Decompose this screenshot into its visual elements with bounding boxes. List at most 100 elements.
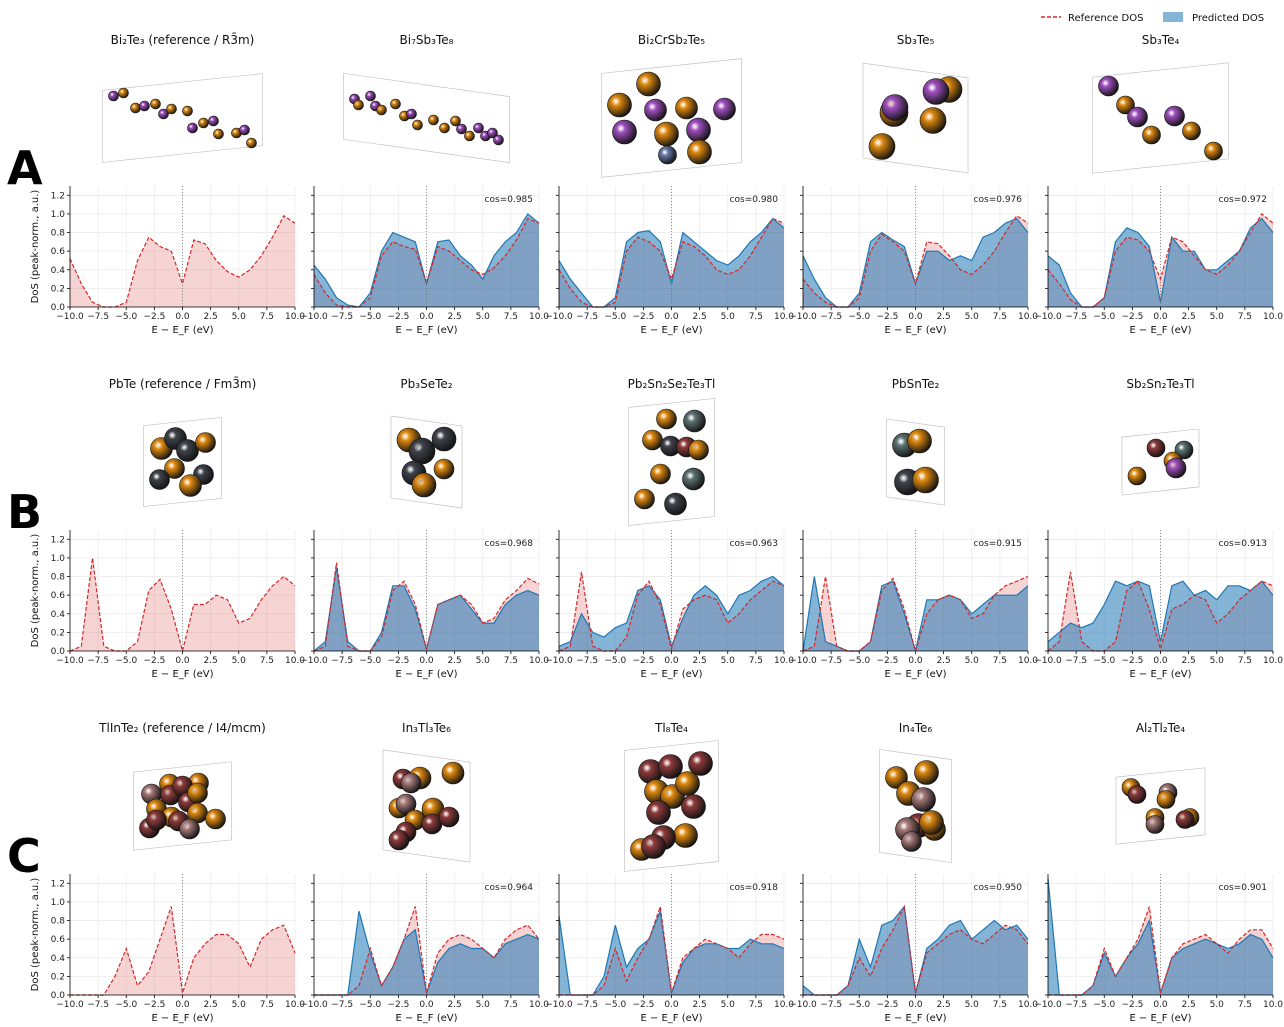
x-tick-label: −5.0 (1093, 312, 1115, 322)
crystal-structure (344, 73, 510, 162)
atom (377, 105, 387, 115)
atom (391, 99, 401, 109)
x-tick-label: −2.5 (1121, 1000, 1143, 1010)
crystal-structure (1122, 429, 1199, 495)
y-tick-label: 0.2 (51, 628, 65, 638)
atom (206, 809, 226, 829)
crystal-structure (103, 74, 263, 163)
atom (429, 115, 439, 125)
x-tick-label: −5.0 (604, 656, 626, 666)
atom (913, 467, 939, 493)
atom (645, 99, 667, 121)
x-tick-label: 7.5 (260, 312, 274, 322)
x-tick-label: 2.5 (936, 312, 950, 322)
x-tick-label: 0.0 (1153, 312, 1168, 322)
atom (1099, 76, 1119, 96)
x-tick-label: −7.5 (576, 312, 598, 322)
x-tick-label: 5.0 (721, 656, 736, 666)
atom (689, 440, 709, 460)
chart: Bi₂Te₃ (reference / R3̄m)0.00.20.40.60.8… (30, 33, 305, 336)
x-tick-label: 5.0 (721, 312, 736, 322)
atom (687, 118, 711, 142)
atom (150, 470, 170, 490)
atom (1166, 458, 1186, 478)
atom (923, 79, 949, 105)
atom (642, 835, 666, 859)
x-tick-label: −10.0 (789, 312, 817, 322)
y-tick-label: 1.0 (51, 554, 66, 564)
atom (676, 97, 698, 119)
panel-label: A (7, 141, 43, 195)
atom (389, 830, 409, 850)
x-tick-label: 2.5 (692, 656, 706, 666)
x-tick-label: −10.0 (545, 656, 573, 666)
atom (643, 430, 663, 450)
atom (655, 122, 679, 146)
atom (1128, 786, 1146, 804)
atom (635, 489, 655, 509)
atom (407, 109, 417, 119)
x-tick-label: 5.0 (476, 1000, 491, 1010)
x-tick-label: −10.0 (545, 1000, 573, 1010)
x-tick-label: 5.0 (965, 656, 980, 666)
cell-outline (1122, 429, 1199, 495)
x-axis-label: E − E_F (eV) (151, 669, 213, 680)
annotation: cos=0.963 (730, 539, 778, 549)
atom (167, 104, 177, 114)
x-tick-label: 7.5 (993, 1000, 1007, 1010)
y-tick-label: 1.2 (51, 191, 65, 201)
x-tick-label: −2.5 (876, 312, 898, 322)
x-tick-label: −10.0 (1034, 656, 1062, 666)
x-tick-label: 7.5 (1238, 656, 1252, 666)
annotation: cos=0.918 (730, 883, 779, 893)
x-axis-label: E − E_F (eV) (1129, 1013, 1191, 1024)
atom (494, 135, 504, 145)
crystal-structure (880, 749, 952, 862)
x-tick-label: −5.0 (848, 312, 870, 322)
x-tick-label: 0.0 (175, 312, 190, 322)
x-tick-label: −2.5 (632, 656, 654, 666)
x-tick-label: −7.5 (576, 1000, 598, 1010)
x-tick-label: −7.5 (820, 312, 842, 322)
atom (240, 125, 250, 135)
atom (188, 783, 208, 803)
x-tick-label: −2.5 (632, 312, 654, 322)
atom (1205, 142, 1223, 160)
annotation: cos=0.913 (1219, 539, 1267, 549)
atom (689, 752, 713, 776)
atom (1128, 107, 1148, 127)
atom (440, 123, 450, 133)
atom (177, 440, 199, 462)
chart-title: Pb₂Sn₂Se₂Te₃Tl (628, 377, 716, 391)
x-tick-label: 2.5 (203, 656, 217, 666)
x-tick-label: −5.0 (359, 656, 381, 666)
chart: Sb₃Te₅−10.0−7.5−5.0−2.50.02.55.07.510.0E… (789, 33, 1038, 336)
x-axis-label: E − E_F (eV) (884, 1013, 946, 1024)
x-tick-label: 2.5 (692, 312, 706, 322)
atom (908, 429, 932, 453)
y-tick-label: 0.6 (51, 591, 66, 601)
crystal-structure (863, 63, 968, 173)
chart: Sb₃Te₄−10.0−7.5−5.0−2.50.02.55.07.510.0E… (1034, 33, 1283, 336)
crystal-structure (144, 417, 222, 506)
atom (665, 493, 687, 515)
y-axis-label: DoS (peak-norm., a.u.) (30, 190, 41, 304)
x-tick-label: 7.5 (749, 1000, 763, 1010)
x-axis-label: E − E_F (eV) (395, 669, 457, 680)
x-tick-label: 7.5 (749, 312, 763, 322)
annotation: cos=0.915 (974, 539, 1022, 549)
chart-title: Sb₃Te₅ (897, 33, 935, 47)
x-tick-label: −10.0 (545, 312, 573, 322)
x-tick-label: −7.5 (1065, 312, 1087, 322)
annotation: cos=0.901 (1219, 883, 1267, 893)
atom (902, 832, 922, 852)
x-tick-label: −7.5 (331, 312, 353, 322)
chart: TlInTe₂ (reference / I4/mcm)0.00.20.40.6… (30, 721, 305, 1024)
x-tick-label: 5.0 (965, 1000, 980, 1010)
crystal-structure (383, 750, 470, 862)
y-tick-label: 0.6 (51, 935, 66, 945)
x-tick-label: −5.0 (1093, 656, 1115, 666)
x-axis-label: E − E_F (eV) (640, 1013, 702, 1024)
y-tick-label: 1.2 (51, 879, 65, 889)
x-tick-label: 2.5 (203, 312, 217, 322)
